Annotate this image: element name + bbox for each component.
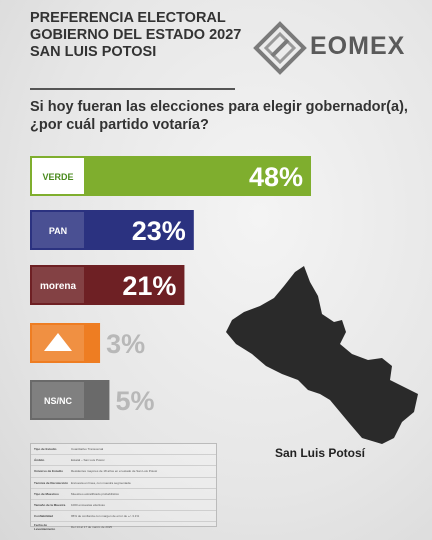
methodology-row: Confiabilidad 95% de confianza con margen… <box>31 511 216 523</box>
methodology-row: Ámbito Estatal – San Luis Potosí <box>31 455 216 467</box>
party-badge-label-2: morena <box>40 281 77 292</box>
question-line-1: Si hoy fueran las elecciones para elegir… <box>30 99 408 115</box>
methodology-row: Tamaño de la Muestra 1000 encuestas efect… <box>31 500 216 512</box>
survey-question: Si hoy fueran las elecciones para elegir… <box>30 98 420 134</box>
methodology-row: Fecha de Levantamiento Del 14 al 17 de ma… <box>31 522 216 532</box>
value-label-2: 21% <box>122 271 176 301</box>
question-line-2: ¿por cuál partido votaría? <box>30 117 209 133</box>
methodology-key: Técnica de Recolección <box>34 480 69 485</box>
title-line-2: GOBIERNO DEL ESTADO 2027 <box>30 27 242 43</box>
value-label-0: 48% <box>249 162 303 192</box>
party-badge-2 <box>32 267 84 303</box>
map-label: San Luis Potosí <box>275 446 366 460</box>
party-badge-label-1: PAN <box>49 226 67 236</box>
methodology-value: Del 14 al 17 de marzo de 2025 <box>71 525 113 530</box>
value-label-1: 23% <box>132 216 186 246</box>
methodology-value: Cuantitativo Transversal <box>71 447 104 452</box>
methodology-key: Tipo de Muestreo <box>34 491 59 496</box>
methodology-key: Universo de Estudio <box>34 469 64 474</box>
san-luis-potosi-map <box>226 266 418 444</box>
methodology-value: 95% de confianza con margen de error de … <box>71 514 140 519</box>
methodology-table: Tipo de Estudio Cuantitativo Transversal Á… <box>30 443 217 531</box>
methodology-key: Ámbito <box>34 458 45 463</box>
methodology-value: Muestreo estratificado probabilístico <box>71 491 120 496</box>
methodology-key: Tamaño de la Muestra <box>34 503 66 508</box>
methodology-key: Fecha de Levantamiento <box>34 523 56 532</box>
methodology-row: Universo de Estudio Residentes mayores de… <box>31 466 216 478</box>
methodology-row: Técnica de Recolección Encuesta en línea,… <box>31 478 216 489</box>
bar-1 <box>30 210 194 250</box>
methodology-key: Confiabilidad <box>34 514 53 519</box>
party-badge-label-0: VERDE <box>42 172 73 182</box>
methodology-key: Tipo de Estudio <box>34 447 57 452</box>
title-divider <box>30 88 235 90</box>
methodology-row: Tipo de Estudio Cuantitativo Transversal <box>31 444 216 456</box>
methodology-value: Residentes mayores de 18 años en el esta… <box>71 469 158 474</box>
party-badge-0 <box>32 158 84 194</box>
methodology-value: Encuesta en línea, con muestra segmentad… <box>71 480 131 485</box>
party-badge-label-4: NS/NC <box>44 396 73 406</box>
brand-name: EOMEX <box>310 32 406 60</box>
value-label-4: 5% <box>115 386 154 416</box>
party-badge-4 <box>32 382 84 418</box>
bar-4 <box>30 380 110 420</box>
methodology-value: Estatal – San Luis Potosí <box>71 458 105 463</box>
report-title: PREFERENCIA ELECTORAL GOBIERNO DEL ESTAD… <box>30 10 260 61</box>
value-label-3: 3% <box>106 329 145 359</box>
methodology-row: Tipo de Muestreo Muestreo estratificado p… <box>31 489 216 500</box>
bar-2 <box>30 265 185 305</box>
title-line-1: PREFERENCIA ELECTORAL <box>30 10 226 26</box>
methodology-value: 1000 encuestas efectivas <box>71 503 105 508</box>
eomex-mark-icon <box>253 21 307 75</box>
party-badge-1 <box>32 212 84 248</box>
brand-logo: EOMEX <box>252 20 422 76</box>
title-line-3: SAN LUIS POTOSI <box>30 44 157 60</box>
mc-eagle-icon <box>44 333 72 351</box>
